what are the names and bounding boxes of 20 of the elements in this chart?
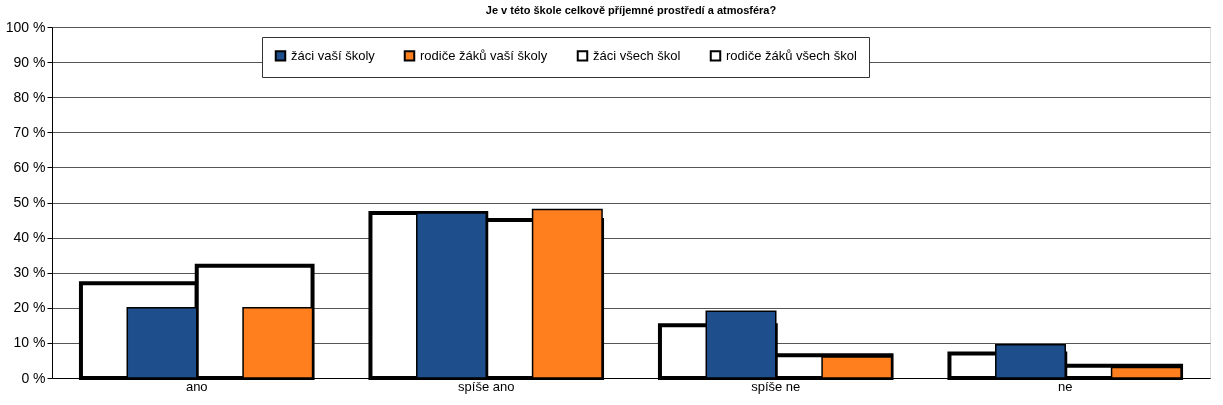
y-tick-label: 0 % bbox=[21, 369, 46, 386]
y-tick-label: 10 % bbox=[13, 334, 46, 351]
y-tick-label: 30 % bbox=[13, 264, 46, 281]
y-tick-label: 100 % bbox=[5, 18, 46, 35]
x-tick-label: spíše ano bbox=[458, 378, 515, 394]
y-tick-label: 40 % bbox=[13, 229, 46, 246]
x-tick-label: spíše ne bbox=[751, 378, 801, 394]
y-tick-label: 60 % bbox=[13, 158, 46, 175]
x-tick-label: ne bbox=[1058, 378, 1073, 394]
chart-title: Je v této škole celkově příjemné prostředí a atmosféra? bbox=[485, 4, 777, 16]
y-tick-label: 50 % bbox=[13, 194, 46, 210]
y-tick-label: 90 % bbox=[13, 53, 46, 70]
legend-label: žáci vaší školy bbox=[291, 47, 376, 63]
legend-label: rodiče žáků všech škol bbox=[726, 47, 857, 63]
y-tick-label: 20 % bbox=[13, 299, 46, 316]
legend-label: rodiče žáků vaší školy bbox=[420, 47, 548, 63]
legend-label: žáci všech škol bbox=[593, 47, 681, 63]
y-tick-label: 70 % bbox=[13, 123, 46, 140]
x-tick-label: ano bbox=[185, 378, 208, 394]
y-tick-label: 80 % bbox=[13, 88, 46, 105]
